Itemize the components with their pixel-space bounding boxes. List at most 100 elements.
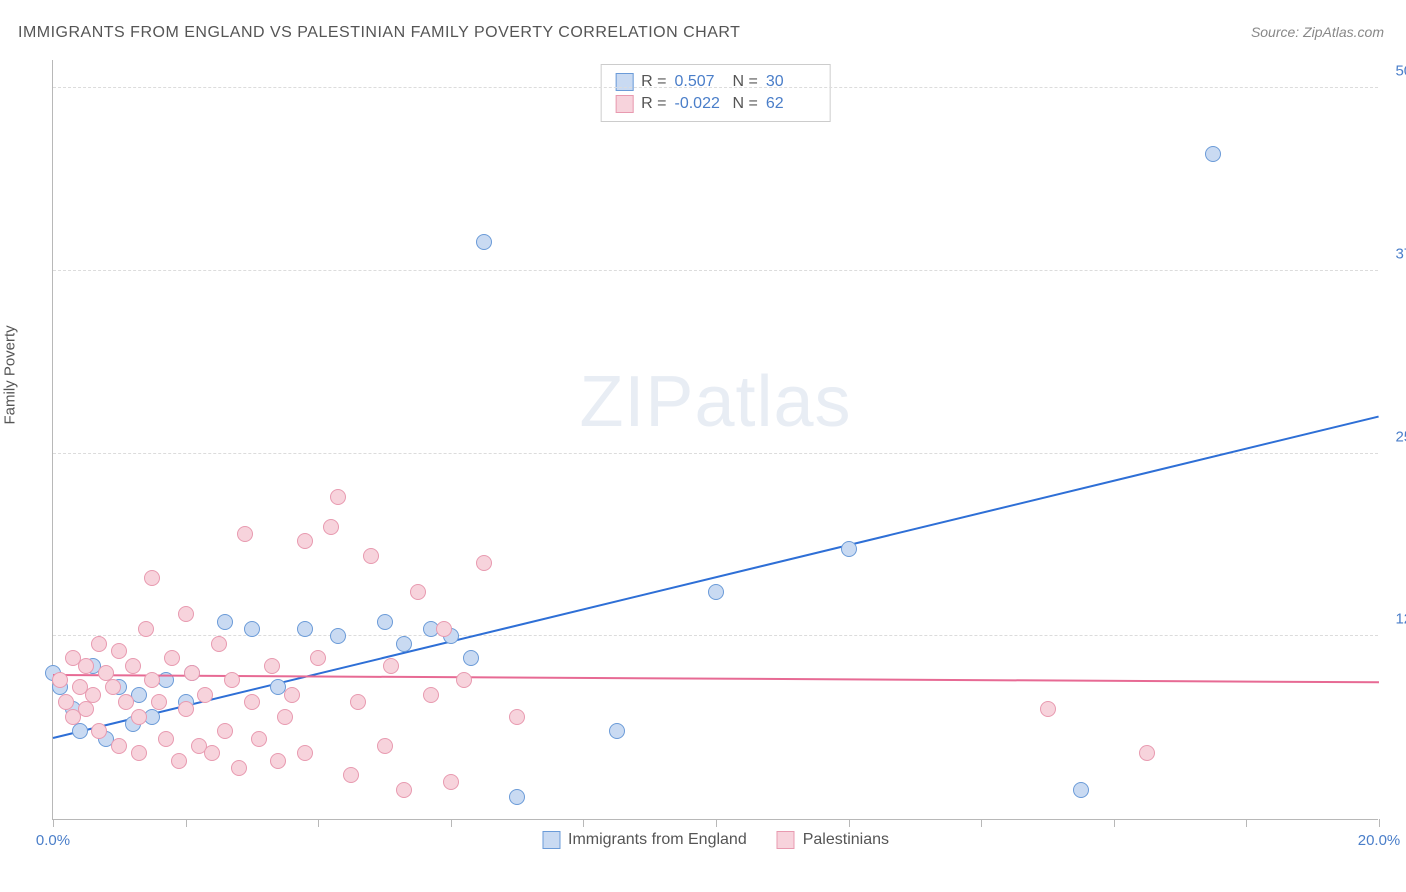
scatter-point — [363, 548, 379, 564]
scatter-point — [841, 541, 857, 557]
scatter-point — [1073, 782, 1089, 798]
scatter-point — [244, 621, 260, 637]
scatter-point — [423, 687, 439, 703]
legend-swatch — [777, 831, 795, 849]
x-tick — [849, 819, 850, 827]
scatter-point — [98, 665, 114, 681]
y-tick-label: 25.0% — [1383, 428, 1406, 445]
scatter-point — [91, 636, 107, 652]
scatter-point — [1040, 701, 1056, 717]
scatter-point — [251, 731, 267, 747]
scatter-point — [436, 621, 452, 637]
scatter-point — [350, 694, 366, 710]
legend-swatch — [542, 831, 560, 849]
gridline — [53, 87, 1378, 88]
scatter-point — [211, 636, 227, 652]
legend-n-label: N = — [733, 73, 758, 91]
scatter-point — [72, 723, 88, 739]
scatter-plot: ZIPatlas R =0.507N =30R =-0.022N =62 Imm… — [52, 60, 1378, 820]
scatter-point — [144, 672, 160, 688]
scatter-point — [1205, 146, 1221, 162]
x-tick — [1114, 819, 1115, 827]
scatter-point — [125, 658, 141, 674]
x-tick — [1246, 819, 1247, 827]
scatter-point — [297, 533, 313, 549]
legend-r-value: -0.022 — [675, 95, 725, 113]
scatter-point — [509, 709, 525, 725]
scatter-point — [204, 745, 220, 761]
y-tick-label: 12.5% — [1383, 611, 1406, 628]
series-name: Immigrants from England — [568, 831, 747, 849]
scatter-point — [158, 731, 174, 747]
x-tick — [1379, 819, 1380, 827]
x-tick — [583, 819, 584, 827]
scatter-point — [184, 665, 200, 681]
scatter-point — [330, 489, 346, 505]
scatter-point — [396, 782, 412, 798]
scatter-point — [396, 636, 412, 652]
scatter-point — [178, 606, 194, 622]
x-tick — [318, 819, 319, 827]
scatter-point — [708, 584, 724, 600]
scatter-point — [118, 694, 134, 710]
scatter-point — [131, 709, 147, 725]
x-tick — [53, 819, 54, 827]
series-legend: Immigrants from England Palestinians — [542, 831, 889, 849]
y-axis-label: Family Poverty — [2, 325, 19, 424]
scatter-point — [78, 701, 94, 717]
scatter-point — [58, 694, 74, 710]
scatter-point — [197, 687, 213, 703]
scatter-point — [284, 687, 300, 703]
scatter-point — [217, 723, 233, 739]
x-tick — [981, 819, 982, 827]
scatter-point — [224, 672, 240, 688]
scatter-point — [171, 753, 187, 769]
x-tick — [186, 819, 187, 827]
x-tick — [716, 819, 717, 827]
scatter-point — [138, 621, 154, 637]
scatter-point — [131, 745, 147, 761]
scatter-point — [244, 694, 260, 710]
scatter-point — [377, 738, 393, 754]
legend-n-value: 62 — [766, 95, 816, 113]
watermark: ZIPatlas — [579, 361, 851, 443]
gridline — [53, 270, 1378, 271]
scatter-point — [1139, 745, 1155, 761]
scatter-point — [323, 519, 339, 535]
legend-swatch — [615, 95, 633, 113]
scatter-point — [277, 709, 293, 725]
scatter-point — [456, 672, 472, 688]
scatter-point — [476, 555, 492, 571]
scatter-point — [476, 234, 492, 250]
scatter-point — [609, 723, 625, 739]
trendline — [53, 415, 1379, 738]
scatter-point — [270, 753, 286, 769]
scatter-point — [91, 723, 107, 739]
scatter-point — [377, 614, 393, 630]
trendline — [53, 674, 1379, 683]
series-name: Palestinians — [803, 831, 889, 849]
y-tick-label: 50.0% — [1383, 63, 1406, 80]
scatter-point — [297, 621, 313, 637]
scatter-point — [343, 767, 359, 783]
scatter-point — [217, 614, 233, 630]
chart-title: IMMIGRANTS FROM ENGLAND VS PALESTINIAN F… — [18, 24, 740, 42]
gridline — [53, 453, 1378, 454]
scatter-point — [144, 570, 160, 586]
scatter-point — [330, 628, 346, 644]
x-tick-label: 20.0% — [1358, 832, 1401, 849]
scatter-point — [111, 643, 127, 659]
scatter-point — [231, 760, 247, 776]
legend-r-value: 0.507 — [675, 73, 725, 91]
scatter-point — [78, 658, 94, 674]
series-legend-item: Immigrants from England — [542, 831, 747, 849]
scatter-point — [105, 679, 121, 695]
scatter-point — [443, 774, 459, 790]
scatter-point — [151, 694, 167, 710]
series-legend-item: Palestinians — [777, 831, 889, 849]
scatter-point — [264, 658, 280, 674]
legend-swatch — [615, 73, 633, 91]
legend-n-label: N = — [733, 95, 758, 113]
scatter-point — [297, 745, 313, 761]
scatter-point — [178, 701, 194, 717]
